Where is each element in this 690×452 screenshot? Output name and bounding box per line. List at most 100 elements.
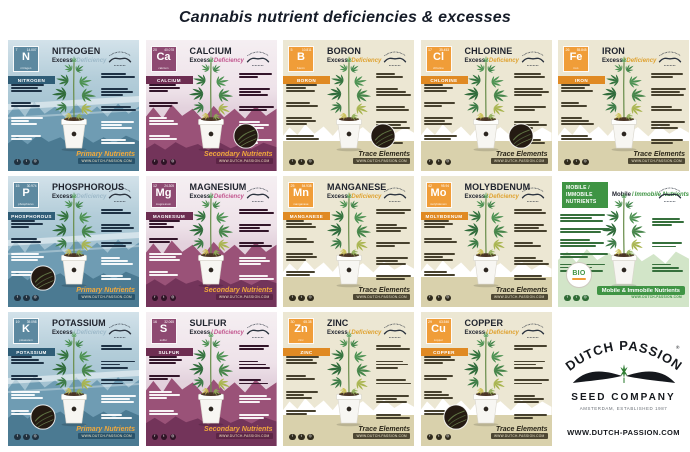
website-url: WWW.DUTCH-PASSION.COM [78,294,135,300]
card-header: COPPER Excess/Deficiency [464,318,531,336]
annotation-text-block [286,220,319,277]
atomic-mass: 63.546 [439,319,449,324]
card-title: NITROGEN [52,46,101,56]
annotation-text-block [11,356,44,416]
website-url: WWW.DUTCH-PASSION.COM [353,158,410,164]
atomic-mass: 32.065 [164,319,174,324]
element-name: sulfur [159,339,168,342]
deficiency-label: Deficiency [488,329,519,336]
annotation-text-block [423,84,457,141]
twitter-icon: t [160,433,167,440]
twitter-icon: t [23,433,30,440]
element-symbol: P [22,186,30,199]
facebook-icon: f [564,294,571,301]
element-name: chlorine [433,67,444,70]
annotation-text-block [148,220,182,277]
deficiency-label: Deficiency [351,57,382,64]
element-name: magnesium [155,203,172,206]
facebook-icon: f [14,433,21,440]
cannabis-plant-illustration [585,187,663,289]
social-icons: f t ◎ [289,158,314,165]
category-badge: Secondary Nutrients [204,426,273,433]
category-badge: Primary Nutrients [76,151,135,158]
annotation-text-block [652,218,686,273]
twitter-icon: t [298,433,305,440]
facebook-icon: f [289,433,296,440]
annotation-text-block [561,84,594,141]
social-icons: f t ◎ [14,294,39,301]
atomic-mass: 39.098 [26,319,37,324]
excess-label: Excess [602,57,623,64]
cannabis-plant-illustration [447,187,525,289]
element-name-label: COPPER [420,348,468,356]
atomic-mass: 10.811 [301,47,312,52]
deficiency-label: Deficiency [351,329,382,336]
social-icons: f t ◎ [426,433,451,440]
deficiency-label: Deficiency [213,57,244,64]
annotation-text-block [148,356,182,416]
annotation-text-block [11,84,44,141]
twitter-icon: t [435,433,442,440]
facebook-icon: f [289,158,296,165]
website-link: WWW.DUTCH-PASSION.COM [567,428,680,437]
element-symbol: Fe [569,50,583,63]
twitter-icon: t [435,158,442,165]
social-icons: f t ◎ [564,158,589,165]
deficiency-label: Deficiency [213,329,244,336]
website-url: WWW.DUTCH-PASSION.COM [215,433,273,439]
category-badge: Secondary Nutrients [204,287,273,294]
card-header: SULFUR Excess/Deficiency [190,318,256,336]
card-iron: 2655.845FeironIRONIRONExcess/DeficiencyT… [558,40,689,171]
element-name-label: BORON [283,76,330,84]
atomic-number: 5 [290,47,293,52]
element-symbol: Mo [430,186,447,199]
facebook-icon: f [14,294,21,301]
card-title: MANGANESE [327,182,387,192]
card-nitrogen: 714.007NnitrogenNITROGENNITROGENExcess/D… [8,40,139,171]
excess-label: Excess [189,193,211,200]
category-badge: Trace Elements [495,151,548,158]
website-url: WWW.DUTCH-PASSION.COM [490,294,548,300]
element-name-label: PHOSPHOROUS [8,212,55,220]
website-url: WWW.DUTCH-PASSION.COM [78,433,135,439]
leaf-closeup-inset [30,404,56,430]
element-symbol: S [159,322,168,335]
element-name: manganese [293,203,309,206]
facebook-icon: f [564,158,571,165]
cannabis-plant-illustration [35,51,113,153]
atomic-number: 19 [15,319,20,324]
annotation-text-block [148,84,182,141]
category-badge: Primary Nutrients [76,287,135,294]
element-name-label: MANGANESE [283,212,330,220]
deficiency-label: Deficiency [351,193,382,200]
card-molybdenum: 42 95.94 Mo molybdenum MOLYBDENUM MOLYBDENUM E… [420,176,552,307]
card-boron: 510.811BboronBORONBORONExcess/Deficiency… [283,40,414,171]
atomic-number: 29 [428,319,432,324]
card-title: COPPER [464,318,504,328]
card-title: PHOSPHOROUS [52,182,125,192]
element-box: 20 40.078 Ca calcium [150,46,177,72]
element-box: 12 24.305 Mg magnesium [150,182,177,208]
element-symbol: Ca [156,50,171,63]
excess-label: Excess [464,329,486,336]
atomic-mass: 65.38 [303,319,312,324]
atomic-number: 17 [428,47,432,52]
deficiency-label: Deficiency [76,329,107,336]
bio-certification-icon: BIO [566,262,592,288]
atomic-mass: 24.305 [164,183,174,188]
annotation-text-block [101,209,136,281]
facebook-icon: f [426,294,433,301]
twitter-icon: t [435,294,442,301]
atomic-mass: 14.007 [26,47,37,52]
instagram-icon: ◎ [32,294,39,301]
annotation-text-block [423,356,457,416]
twitter-icon: t [23,294,30,301]
atomic-number: 16 [153,319,157,324]
